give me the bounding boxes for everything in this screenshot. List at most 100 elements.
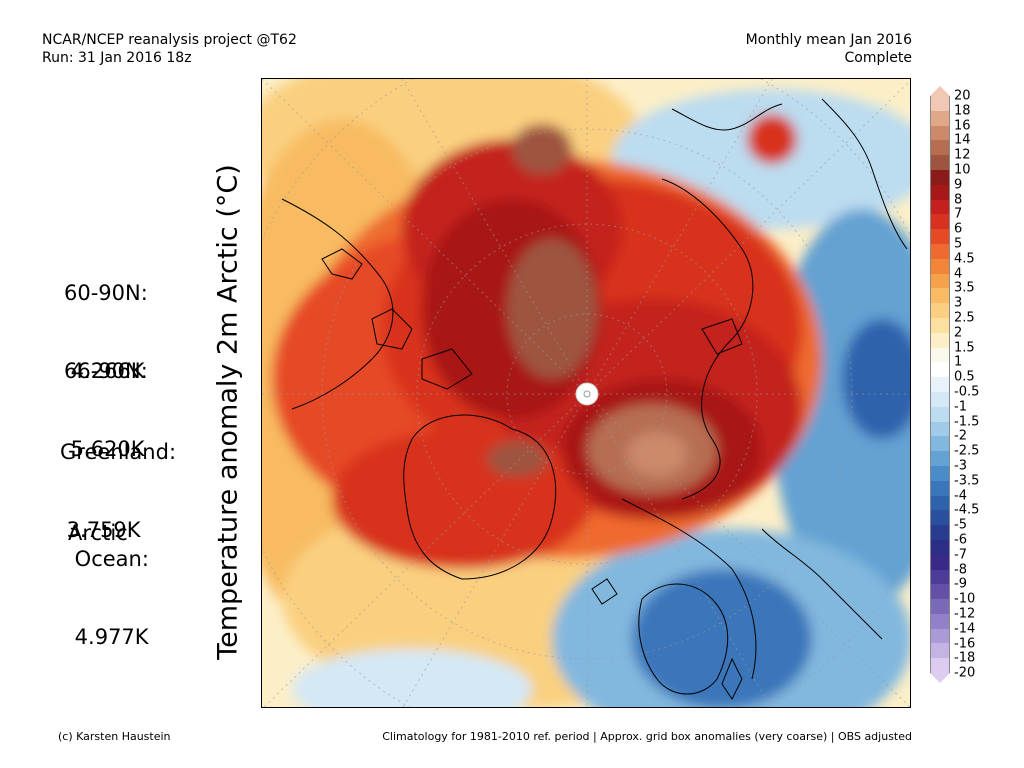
header-right: Monthly mean Jan 2016 Complete	[746, 31, 912, 67]
colorbar-tick-label: 10	[954, 162, 971, 178]
colorbar-tick-label: -4	[954, 488, 967, 504]
colorbar-segment	[930, 229, 950, 244]
colorbar-tick-label: 4.5	[954, 251, 975, 267]
anomaly-map	[261, 78, 911, 708]
colorbar-segment	[930, 480, 950, 496]
colorbar-segment	[930, 332, 950, 348]
colorbar-tick-label: 8	[954, 192, 963, 208]
stat-60-90n: 60-90N: 4.266K	[64, 228, 148, 410]
colorbar-tick-label: -9	[954, 576, 967, 592]
colorbar-tick-label: 3	[954, 295, 963, 311]
colorbar-segment	[930, 658, 950, 674]
colorbar-segment	[930, 96, 950, 111]
colorbar-tick-label: -1	[954, 399, 967, 415]
colorbar-segment	[930, 214, 950, 230]
copyright: (c) Karsten Haustein	[58, 730, 171, 743]
colorbar-segment	[930, 539, 950, 555]
colorbar-tick-label: -4.5	[954, 502, 980, 518]
colorbar-segment	[930, 451, 950, 466]
colorbar-segment	[930, 436, 950, 452]
colorbar-segment	[930, 628, 950, 644]
colorbar-tick-label: -2	[954, 428, 967, 444]
stat-value: 4.977K	[68, 625, 149, 649]
colorbar-tick-label: 0.5	[954, 369, 975, 385]
anomaly-map-graphic	[262, 79, 910, 707]
stat-label: 60-90N:	[64, 281, 148, 305]
colorbar-segment	[930, 599, 950, 614]
colorbar-tick-label: -12	[954, 606, 976, 622]
colorbar-tick-label: -7	[954, 547, 967, 563]
stat-greenland: Greenland: 3.759K	[60, 387, 176, 569]
colorbar-tick-label: -0.5	[954, 384, 980, 400]
colorbar-segment	[930, 125, 950, 141]
stat-label: 66-90N:	[64, 359, 148, 383]
colorbar-tick-label: 1	[954, 354, 963, 370]
colorbar-segment	[930, 317, 950, 333]
model-title: NCAR/NCEP reanalysis project @T62	[42, 32, 297, 48]
colorbar-tick-label: 5	[954, 236, 963, 252]
colorbar-tick-label: -16	[954, 636, 976, 652]
colorbar-segment	[930, 391, 950, 407]
colorbar-segment	[930, 362, 950, 378]
colorbar-segment	[930, 613, 950, 629]
north-pole-marker	[575, 382, 599, 406]
colorbar-segment	[930, 288, 950, 304]
colorbar-tick-label: -20	[954, 665, 976, 681]
stat-value: 5.620K	[64, 437, 145, 461]
colorbar-tick-label: -5	[954, 517, 967, 533]
colorbar-segment	[930, 273, 950, 289]
colorbar-segment	[930, 421, 950, 437]
colorbar-segment	[930, 554, 950, 570]
colorbar-tick-label: 6	[954, 221, 963, 237]
colorbar-tick-label: -3.5	[954, 473, 980, 489]
colorbar-segment	[930, 510, 950, 526]
colorbar-segment	[930, 377, 950, 392]
colorbar-segment	[930, 303, 950, 318]
colorbar-tick-label: 18	[954, 103, 971, 119]
colorbar-segment	[930, 465, 950, 481]
completion-status: Complete	[844, 50, 912, 66]
colorbar-tick-label: 16	[954, 118, 971, 134]
colorbar-segment	[930, 184, 950, 200]
colorbar-max-arrow	[930, 86, 950, 96]
colorbar-segment	[930, 643, 950, 659]
colorbar-tick-label: 12	[954, 147, 971, 163]
stat-66-90n: 66-90N: 5.620K	[64, 306, 148, 488]
period-title: Monthly mean Jan 2016	[745, 32, 912, 48]
run-time: Run: 31 Jan 2016 18z	[42, 50, 192, 66]
colorbar-segment	[930, 155, 950, 170]
colorbar-tick-label: -2.5	[954, 443, 980, 459]
colorbar-tick-label: -10	[954, 591, 976, 607]
map-title-text: Temperature anomaly 2m Arctic (°C)	[212, 164, 244, 660]
colorbar-segment	[930, 140, 950, 156]
colorbar-tick-label: -6	[954, 532, 967, 548]
colorbar-segment	[930, 584, 950, 600]
colorbar-tick-label: 3.5	[954, 280, 975, 296]
colorbar	[930, 86, 950, 684]
colorbar-tick-label: -14	[954, 621, 976, 637]
colorbar-segment	[930, 525, 950, 540]
colorbar-tick-label: -8	[954, 562, 967, 578]
stat-label: Arctic Ocean:	[68, 521, 149, 571]
colorbar-segment	[930, 569, 950, 585]
colorbar-tick-label: -18	[954, 650, 976, 666]
colorbar-segment	[930, 406, 950, 422]
header-left: NCAR/NCEP reanalysis project @T62 Run: 3…	[42, 31, 297, 67]
climatology-note: Climatology for 1981-2010 ref. period | …	[382, 730, 912, 743]
colorbar-segment	[930, 258, 950, 274]
stat-label: Greenland:	[60, 440, 177, 464]
colorbar-segment	[930, 347, 950, 363]
colorbar-tick-label: 1.5	[954, 340, 975, 356]
colorbar-tick-label: 2.5	[954, 310, 975, 326]
colorbar-tick-label: -3	[954, 458, 967, 474]
colorbar-tick-label: 2	[954, 325, 963, 341]
stat-value: 4.266K	[64, 359, 145, 383]
colorbar-segment	[930, 110, 950, 126]
colorbar-tick-label: 7	[954, 206, 963, 222]
colorbar-tick-label: 14	[954, 132, 971, 148]
colorbar-tick-label: 4	[954, 266, 963, 282]
colorbar-segment	[930, 243, 950, 259]
colorbar-tick-label: -1.5	[954, 414, 980, 430]
stat-value: 3.759K	[60, 518, 141, 542]
colorbar-tick-label: 20	[954, 88, 971, 104]
